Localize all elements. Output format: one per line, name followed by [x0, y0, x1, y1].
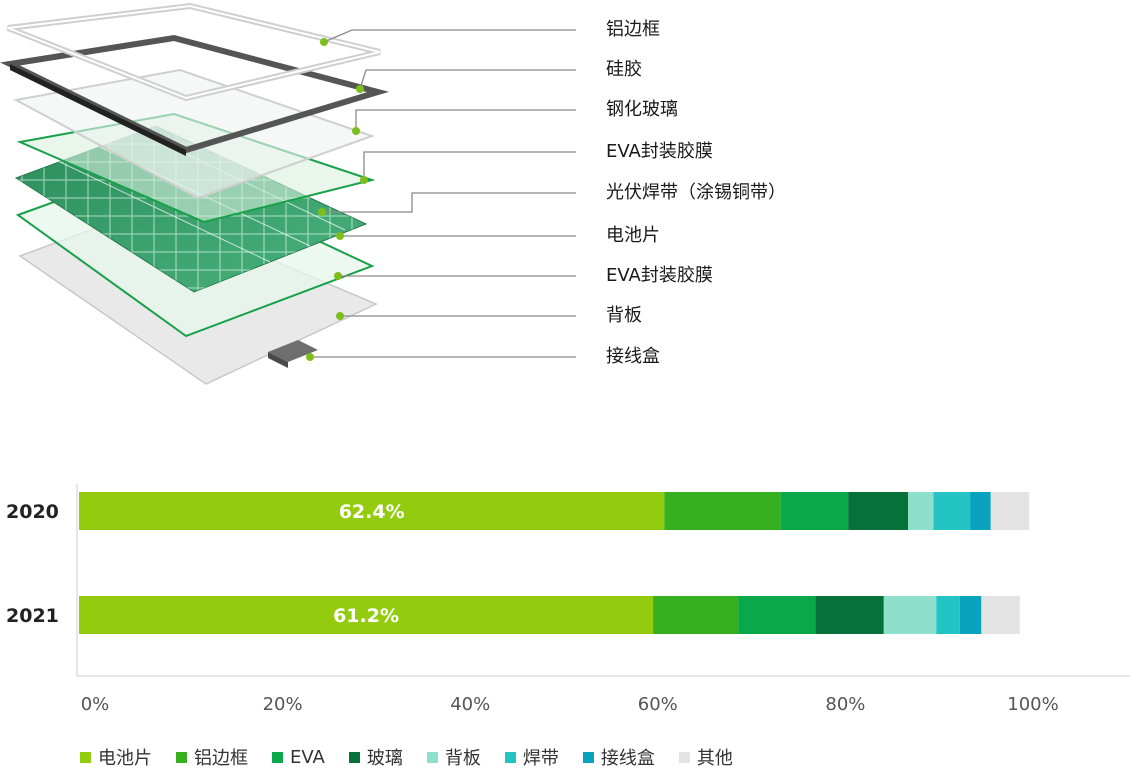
legend-label: EVA — [290, 746, 325, 768]
layer-label-silicone: 硅胶 — [606, 59, 642, 80]
legend-label: 铝边框 — [194, 748, 248, 769]
bar-segment-2021-3 — [815, 596, 884, 634]
x-tick-label: 60% — [638, 694, 678, 715]
bar-segment-2020-3 — [848, 492, 909, 530]
legend-item: 铝边框 — [176, 744, 248, 770]
bar-segment-2021-7 — [981, 596, 1020, 634]
bar-segment-2021-4 — [883, 596, 937, 634]
layer-label-ribbon: 光伏焊带（涂锡铜带） — [606, 182, 786, 203]
leader-dots — [306, 38, 368, 361]
layer-label-cells: 电池片 — [606, 225, 660, 246]
legend-item: 焊带 — [504, 744, 559, 770]
legend-swatch — [582, 751, 594, 763]
leader-lines — [310, 29, 576, 358]
bar-segment-2020-1 — [664, 492, 781, 530]
cost-structure-chart: 2020 62.4% 2021 61.2% 0% 20% 40% 60% 80% 100% — [6, 484, 1130, 715]
solar-module-diagram — [0, 2, 576, 385]
bar-segment-2020-0 — [79, 492, 665, 530]
legend-item: 玻璃 — [348, 744, 403, 770]
bar-segment-2021-2 — [738, 596, 816, 634]
legend-swatch — [348, 751, 360, 763]
bar-segment-2021-0 — [79, 596, 654, 634]
chart-legend: 电池片 铝边框 EVA 玻璃 背板 焊带 接线盒 其他 — [80, 744, 757, 770]
legend-item: 接线盒 — [582, 744, 655, 770]
bar-segment-2020-6 — [970, 492, 991, 530]
x-tick-label: 100% — [1007, 694, 1058, 715]
legend-label: 玻璃 — [366, 748, 403, 769]
legend-label: 电池片 — [98, 748, 152, 769]
bar-segment-2021-5 — [936, 596, 960, 634]
legend-swatch — [426, 751, 438, 763]
legend-swatch — [678, 751, 690, 763]
legend-label: 其他 — [696, 748, 733, 769]
legend-item: EVA — [272, 744, 325, 770]
x-tick-label: 80% — [825, 694, 865, 715]
ribbon-line — [59, 161, 271, 263]
legend-item: 其他 — [678, 744, 733, 770]
data-label-2020: 62.4% — [339, 501, 405, 523]
junction-box — [268, 340, 318, 362]
legend-label: 接线盒 — [600, 748, 655, 769]
legend-item: 背板 — [426, 744, 481, 770]
glass-layer — [13, 68, 376, 200]
legend-swatch — [272, 751, 283, 763]
bar-segment-2020-4 — [908, 492, 934, 530]
layer-label-eva-upper: EVA封装胶膜 — [606, 141, 713, 162]
legend-label: 焊带 — [522, 748, 559, 769]
x-tick-label: 0% — [81, 694, 110, 715]
legend-item: 电池片 — [80, 744, 152, 770]
legend-label: 背板 — [444, 748, 481, 769]
x-tick-label: 20% — [263, 694, 303, 715]
bar-segment-2020-5 — [933, 492, 971, 530]
bar-segment-2020-2 — [780, 492, 849, 530]
bar-segment-2021-6 — [959, 596, 982, 634]
x-tick-label: 40% — [450, 694, 490, 715]
layer-label-junction-box: 接线盒 — [606, 346, 660, 367]
category-label-2021: 2021 — [6, 605, 59, 627]
category-label-2020: 2020 — [6, 501, 59, 523]
layer-label-eva-lower: EVA封装胶膜 — [606, 265, 713, 286]
layer-label-backsheet: 背板 — [606, 305, 642, 326]
bar-segment-2021-1 — [653, 596, 739, 634]
data-label-2021: 61.2% — [333, 605, 399, 627]
layer-label-tempered-glass: 钢化玻璃 — [606, 99, 678, 120]
legend-swatch — [80, 751, 91, 763]
legend-swatch — [176, 751, 187, 763]
bar-segment-2020-7 — [990, 492, 1030, 530]
layer-label-aluminum-frame: 铝边框 — [606, 19, 660, 40]
legend-swatch — [504, 751, 516, 763]
